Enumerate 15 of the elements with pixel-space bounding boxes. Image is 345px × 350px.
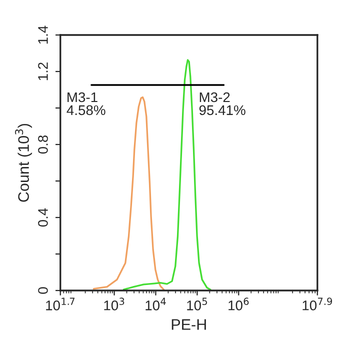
x-tick-label: 10$^{3}$ [104, 298, 124, 310]
y-tick-label: 0.4 [38, 208, 48, 227]
annotation: M3-1 4.58% [66, 92, 106, 116]
y-axis-title: Count (10$^{3}$) [15, 124, 32, 202]
y-tick-label: 0 [38, 287, 48, 294]
annotation: M3-2 95.41% [199, 92, 246, 116]
y-tick-label: 0.8 [38, 135, 48, 154]
y-tick-label: 1.4 [38, 26, 48, 44]
x-tick-label: 10$^{1.7}$ [46, 298, 74, 310]
x-tick-label: 10$^{6}$ [228, 298, 249, 310]
x-axis-title: PE-H [172, 319, 206, 330]
y-tick-label: 1.2 [38, 62, 48, 80]
x-tick-label: 10$^{5}$ [187, 298, 207, 310]
x-tick-label: 10$^{7.9}$ [302, 298, 332, 310]
x-tick-label: 10$^{4}$ [146, 298, 166, 310]
